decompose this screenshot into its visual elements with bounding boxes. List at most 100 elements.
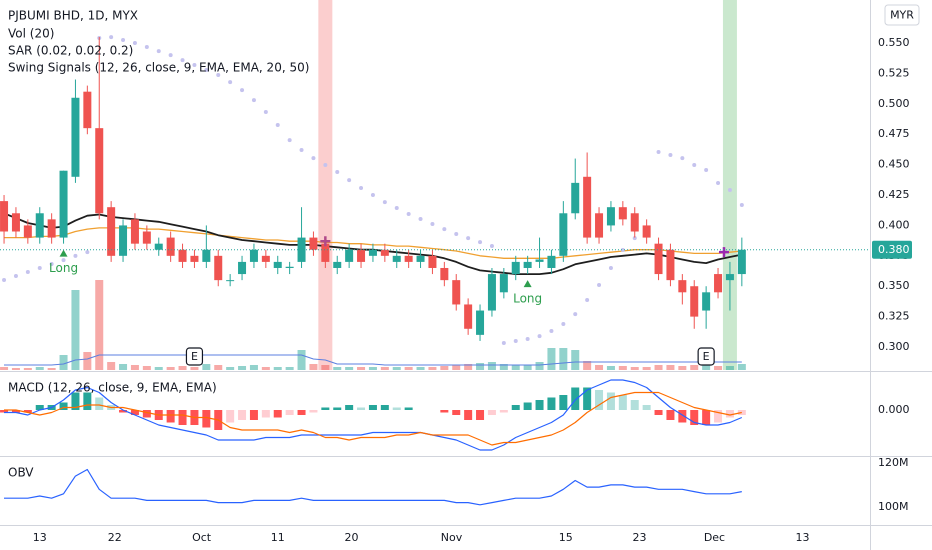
- volume-bar: [642, 367, 651, 370]
- candle-body: [71, 97, 80, 177]
- candle-body: [59, 170, 68, 238]
- candle-body: [119, 225, 128, 256]
- volume-bar: [202, 364, 211, 370]
- sar-dot: [25, 269, 30, 274]
- macd-histogram-bar: [142, 410, 151, 418]
- macd-histogram-bar: [595, 390, 604, 410]
- candle-body: [297, 237, 306, 262]
- candle-body: [107, 207, 116, 256]
- volume-bar: [190, 367, 199, 370]
- candle-body: [642, 225, 651, 238]
- sar-dot: [489, 243, 494, 248]
- macd-histogram-bar: [547, 397, 556, 410]
- volume-bar: [535, 362, 544, 370]
- macd-histogram-bar: [642, 405, 651, 410]
- candle-body: [690, 286, 699, 317]
- currency-label[interactable]: MYR: [890, 9, 914, 22]
- indicator-label: Vol (20): [8, 27, 54, 41]
- sar-dot: [132, 41, 137, 46]
- macd-histogram-bar: [368, 405, 377, 410]
- volume-bar: [23, 368, 32, 370]
- sar-dot: [359, 185, 364, 190]
- volume-bar: [606, 366, 615, 370]
- volume-bar: [95, 280, 104, 370]
- volume-bar: [690, 365, 699, 370]
- volume-bar: [357, 367, 366, 370]
- volume-bar: [178, 366, 187, 370]
- macd-histogram-bar: [654, 410, 663, 415]
- macd-histogram-bar: [559, 395, 568, 410]
- macd-histogram-bar: [273, 410, 282, 418]
- candle-body: [309, 237, 318, 250]
- candle-body: [380, 249, 389, 256]
- macd-histogram-bar: [71, 392, 80, 410]
- candle-body: [464, 304, 473, 329]
- macd-histogram-bar: [35, 405, 44, 410]
- candle-body: [190, 255, 199, 262]
- sar-dot: [263, 109, 268, 114]
- candle-body: [595, 213, 604, 238]
- sar-dot: [180, 58, 185, 63]
- event-marker: [185, 347, 204, 366]
- macd-histogram-bar: [380, 405, 389, 410]
- sar-dot: [632, 236, 637, 241]
- volume-bar: [59, 355, 68, 370]
- x-tick-label: 20: [345, 531, 359, 544]
- sar-dot: [323, 162, 328, 167]
- volume-ma-line: [4, 354, 742, 366]
- volume-bar: [702, 365, 711, 370]
- sar-dot: [692, 162, 697, 167]
- candle-body: [392, 255, 401, 262]
- sar-dot: [156, 49, 161, 54]
- volume-bar: [166, 367, 175, 370]
- y-tick-label: 120M: [878, 456, 909, 469]
- sar-dot: [204, 68, 209, 73]
- candle-body: [678, 280, 687, 293]
- volume-bar: [392, 367, 401, 370]
- volume-bar: [583, 361, 592, 370]
- sar-dot: [406, 211, 411, 216]
- volume-bar: [0, 367, 9, 370]
- event-label: E: [191, 350, 198, 363]
- signal-label: Long: [49, 261, 78, 275]
- currency-button[interactable]: [884, 4, 920, 26]
- symbol-title: PJBUMI BHD, 1D, MYX: [8, 9, 138, 23]
- sar-dot: [251, 98, 256, 103]
- candle-body: [0, 201, 9, 232]
- signal-arrow: [59, 249, 68, 257]
- volume-bar: [380, 367, 389, 370]
- sar-dot: [680, 156, 685, 161]
- candle-body: [202, 249, 211, 262]
- volume-bar: [547, 348, 556, 370]
- volume-bar: [725, 366, 734, 370]
- y-tick-label: 0.425: [878, 188, 910, 201]
- x-tick-label: 11: [271, 531, 285, 544]
- volume-bar: [321, 365, 330, 370]
- macd-histogram-bar: [345, 405, 354, 410]
- sar-dot: [739, 203, 744, 208]
- candle-body: [95, 128, 104, 214]
- sar-dot: [299, 148, 304, 153]
- macd-histogram-bar: [464, 410, 473, 420]
- candle-body: [285, 266, 294, 268]
- macd-histogram-bar: [249, 410, 258, 420]
- y-tick-label: 0.475: [878, 127, 910, 140]
- x-tick-label: 15: [559, 531, 573, 544]
- candle-body: [226, 280, 235, 282]
- volume-bar: [737, 364, 746, 370]
- sar-dot: [85, 250, 90, 255]
- sar-dot: [549, 328, 554, 333]
- macd-histogram-bar: [333, 407, 342, 410]
- sar-dot: [442, 227, 447, 232]
- x-tick-label: 13: [796, 531, 810, 544]
- candle-body: [214, 255, 223, 281]
- candle-body: [345, 249, 354, 262]
- sar-dot: [49, 261, 54, 266]
- signal-line: [4, 391, 742, 446]
- sar-dot: [37, 265, 42, 270]
- candle-body: [535, 259, 544, 262]
- sar-dot: [370, 193, 375, 198]
- volume-bar: [130, 365, 139, 370]
- candle-body: [47, 219, 56, 238]
- macd-histogram-bar: [321, 407, 330, 410]
